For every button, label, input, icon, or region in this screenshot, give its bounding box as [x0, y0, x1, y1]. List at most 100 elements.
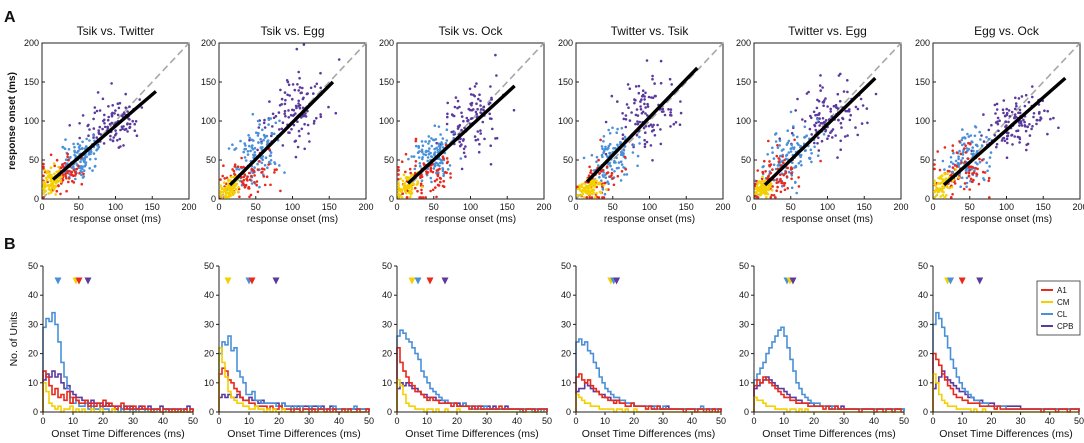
data-point-cpb: [829, 107, 832, 111]
data-point-a1: [82, 172, 85, 176]
data-point-a1: [219, 178, 222, 181]
data-point-cpb: [277, 111, 281, 114]
x-tick-label: 100: [463, 202, 478, 212]
data-point-cl: [985, 161, 988, 164]
data-point-a1: [67, 158, 70, 162]
data-point-a1: [769, 196, 772, 199]
data-point-cpb: [287, 83, 291, 87]
data-point-cpb: [300, 127, 304, 131]
data-point-cpb: [306, 123, 310, 127]
data-point-cpb: [1010, 110, 1014, 114]
data-point-cl: [603, 192, 607, 196]
data-point-cpb: [1017, 97, 1021, 100]
data-point-a1: [269, 183, 272, 187]
data-point-cm: [583, 186, 587, 190]
hist-series-cpb: [42, 370, 194, 412]
data-point-cpb: [837, 74, 841, 77]
data-point-cl: [608, 132, 612, 135]
data-point-cpb: [1016, 135, 1020, 139]
data-point-cl: [787, 170, 791, 174]
data-point-cpb: [1015, 104, 1018, 108]
data-point-cpb: [278, 104, 282, 107]
data-point-cl: [778, 139, 782, 142]
data-point-cl: [63, 147, 67, 151]
data-point-a1: [258, 160, 261, 163]
x-tick-label: 0: [751, 202, 756, 212]
data-point-cpb: [462, 151, 466, 155]
data-point-cpb: [116, 139, 119, 142]
data-point-cpb: [301, 106, 305, 110]
data-point-a1: [242, 165, 245, 169]
data-point-cm: [940, 174, 944, 178]
data-point-cm: [397, 186, 400, 190]
data-point-a1: [243, 173, 246, 176]
x-tick-label: 10: [422, 416, 432, 426]
data-point-cl: [776, 146, 780, 150]
median-marker-a1: [75, 277, 83, 285]
data-point-cl: [950, 170, 954, 174]
data-point-a1: [951, 193, 954, 196]
y-tick-label: 20: [739, 349, 749, 359]
data-point-cpb: [458, 105, 461, 109]
y-tick-label: 0: [923, 407, 928, 417]
data-point-a1: [414, 137, 418, 141]
data-point-cpb: [822, 101, 825, 104]
data-point-cpb: [99, 133, 103, 136]
data-point-cpb: [824, 130, 827, 133]
data-point-cpb: [281, 144, 285, 147]
data-point-cl: [960, 176, 964, 180]
data-point-a1: [623, 155, 627, 159]
data-point-cl: [797, 143, 800, 147]
y-tick-label: 10: [382, 378, 392, 388]
data-point-cm: [232, 175, 236, 179]
data-point-cl: [436, 163, 440, 167]
data-point-cm: [755, 184, 759, 188]
y-tick-label: 0: [211, 194, 216, 204]
data-point-cl: [803, 125, 807, 129]
data-point-cl: [432, 167, 436, 170]
data-point-cl: [428, 147, 431, 150]
data-point-cm: [583, 182, 586, 185]
data-point-a1: [408, 167, 412, 171]
data-point-a1: [771, 185, 774, 188]
data-point-cl: [425, 149, 428, 153]
data-point-cm: [47, 184, 50, 187]
data-point-a1: [960, 161, 963, 164]
data-point-cm: [768, 185, 771, 189]
data-point-cpb: [997, 129, 1000, 133]
data-point-a1: [241, 181, 244, 184]
data-point-cl: [794, 164, 798, 168]
data-point-cl: [961, 150, 965, 154]
data-point-cl: [956, 161, 960, 165]
data-point-cl: [441, 146, 445, 149]
data-point-cpb: [303, 147, 307, 151]
data-point-cpb: [292, 123, 296, 127]
data-point-cl: [967, 147, 971, 151]
data-point-cl: [410, 155, 414, 158]
x-tick-label: 0: [39, 202, 44, 212]
y-tick-label: 100: [558, 116, 573, 126]
data-point-a1: [754, 194, 757, 198]
data-point-cl: [979, 138, 982, 141]
data-point-cpb: [634, 99, 637, 102]
data-point-cpb: [298, 76, 301, 80]
data-point-cl: [816, 154, 820, 157]
x-tick-label: 100: [642, 202, 657, 212]
data-point-a1: [404, 152, 408, 156]
y-tick-label: 40: [28, 290, 38, 300]
data-point-a1: [429, 170, 433, 173]
data-point-cl: [974, 161, 977, 164]
data-point-cm: [42, 192, 45, 195]
data-point-cpb: [287, 131, 290, 134]
data-point-a1: [953, 164, 957, 167]
data-point-a1: [988, 196, 991, 199]
data-point-cm: [412, 182, 416, 186]
data-point-a1: [951, 144, 955, 147]
data-point-a1: [261, 170, 264, 174]
data-point-a1: [78, 172, 81, 175]
data-point-cpb: [307, 132, 310, 135]
data-point-a1: [449, 176, 452, 179]
median-marker-cpb: [976, 277, 984, 285]
data-point-a1: [610, 174, 613, 177]
data-point-cm: [578, 187, 581, 190]
